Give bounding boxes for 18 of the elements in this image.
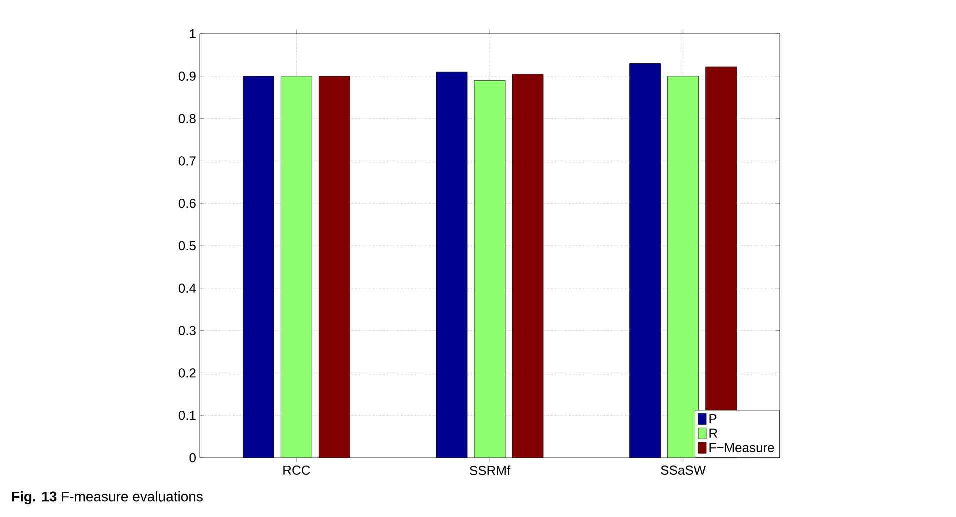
y-tick-label: 0	[190, 453, 196, 463]
y-tick-label: 0.6	[178, 198, 196, 208]
y-tick-label: 0.3	[178, 326, 196, 336]
y-tick-label: 1	[190, 30, 196, 38]
x-tick-label: SSaSW	[661, 466, 706, 476]
legend-label: F−Measure	[710, 443, 774, 452]
x-tick-label: SSRMf	[470, 466, 511, 476]
y-tick-label: 0.9	[178, 72, 196, 81]
y-tick-label: 0.1	[178, 410, 196, 420]
y-tick-label: 0.7	[178, 156, 196, 166]
y-tick-label: 0.8	[178, 114, 196, 124]
legend-label: P	[710, 414, 717, 424]
y-tick-label: 0.5	[178, 241, 196, 251]
y-tick-label: 0.4	[178, 284, 196, 293]
legend-label: R	[710, 428, 718, 438]
y-tick-label: 0.2	[178, 368, 196, 378]
x-tick-label: RCC	[284, 466, 310, 476]
text: Fig. 13 F-measure evaluations	[12, 491, 203, 505]
